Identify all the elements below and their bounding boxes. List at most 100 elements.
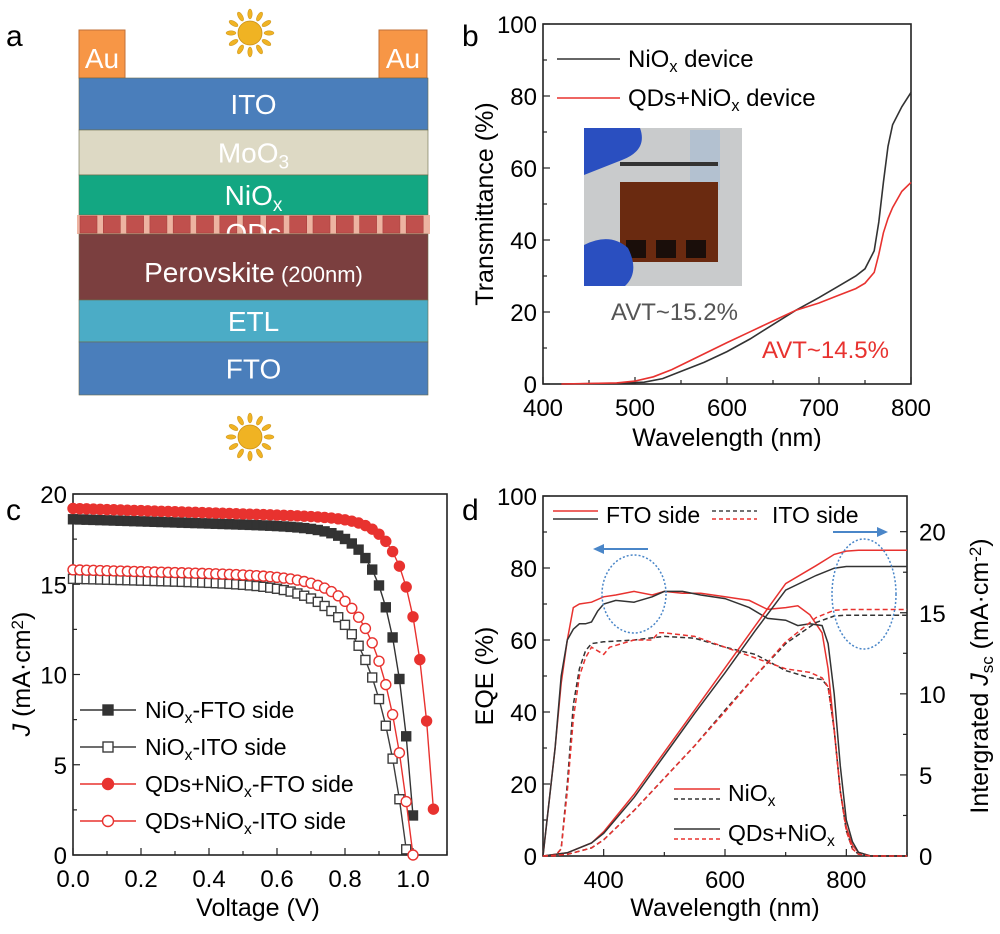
photo-glove-top (584, 128, 642, 175)
x-tick-label: 0.8 (328, 866, 361, 893)
quantum-dot (405, 215, 424, 234)
sun-ray (247, 412, 253, 424)
y2-axis-label-part: ) (966, 538, 994, 546)
legend-label-fto-side: FTO side (606, 502, 700, 528)
y2-tick-label: 15 (919, 601, 946, 628)
layer-moo-label-part: MoO (218, 138, 279, 169)
legend-label-qds-nio-part: x (827, 833, 835, 850)
data-point (427, 803, 440, 815)
series-qds-niox-ito-side-eqe (543, 632, 907, 857)
legend-label-nio-part: x (768, 793, 776, 810)
data-point (380, 535, 392, 548)
quantum-dot (335, 215, 354, 234)
series-qds-niox-fto-side-jsc (542, 565, 907, 857)
highlight-ellipse-left (601, 554, 667, 634)
legend-label-part: x (244, 821, 252, 838)
legend-label-part: x (185, 747, 193, 764)
legend-label: QDs+NiOx device (628, 85, 816, 115)
y2-axis-label-part: Intergrated (966, 686, 994, 814)
left-arrowhead-icon (593, 544, 604, 554)
layer-moo-label: MoO3 (218, 138, 289, 174)
legend-marker (102, 704, 114, 716)
series-qds-niox-ito-side-jsc (542, 608, 907, 857)
y2-axis-label: Intergrated Jsc (mA·cm-2) (966, 538, 997, 813)
data-point (386, 708, 399, 721)
photo-electrode-pad (626, 240, 646, 258)
quantum-dot (126, 215, 144, 234)
panel-label-d: d (462, 494, 479, 527)
x-axis-label: Voltage (V) (196, 894, 320, 922)
inset-device-photo (584, 128, 742, 286)
x-tick-label: 0.4 (192, 866, 225, 893)
sun-ray (237, 44, 244, 55)
layer-ito (78, 77, 429, 131)
y2-axis-label-part: (mA·cm (966, 562, 994, 656)
data-point (387, 632, 398, 643)
quantum-dot (149, 215, 168, 234)
legend-label-part: NiO (628, 46, 669, 73)
legend-label: QDs+NiOx-FTO side (145, 771, 354, 801)
eqe-chart: 400 600 800 0 20 40 60 80 100 0 5 10 15 20 FTO side ITO… (471, 484, 997, 922)
data-point (359, 622, 372, 635)
sun-ray (247, 8, 253, 20)
legend-label-part: QDs+NiO (145, 808, 244, 834)
quantum-dot (196, 215, 214, 234)
layer-etl-label: ETL (228, 306, 279, 337)
sun-ray (237, 448, 244, 459)
legend-label-part: x (185, 710, 193, 727)
layer-nio-label-part: x (273, 195, 283, 216)
x-tick-label: 800 (826, 867, 866, 894)
y-axis-label: Transmittance (%) (471, 102, 499, 305)
legend-label-part: device (678, 46, 754, 73)
layer-fto-label-part: FTO (226, 354, 281, 385)
avt-annotation-qds: AVT~14.5% (762, 337, 889, 364)
data-point (373, 580, 385, 591)
sun-disc (237, 424, 263, 450)
y-axis-label-part: ) (8, 612, 36, 620)
quantum-dot (172, 215, 191, 234)
x-tick-label: 0.0 (56, 866, 89, 893)
au-electrode-1 (78, 29, 126, 79)
data-point (380, 602, 391, 613)
sun-ray (261, 20, 272, 27)
x-tick-label: 600 (705, 867, 745, 894)
data-point (373, 655, 385, 667)
sun-icon-bottom (225, 412, 275, 462)
series-qds-niox-ito-side (67, 564, 419, 861)
layer-etl-label-part: ETL (228, 306, 279, 337)
layer-fto (78, 341, 429, 396)
data-point (400, 795, 412, 808)
data-point (346, 538, 357, 549)
data-point (339, 619, 351, 631)
sun-disc (237, 20, 263, 46)
quantum-dot (79, 215, 98, 234)
legend-label-part: -FTO side (252, 771, 354, 797)
sun-ray (247, 46, 253, 58)
data-point (352, 611, 365, 623)
y2-axis-label-part: J (966, 673, 994, 687)
layer-perovskite (78, 233, 429, 301)
y-tick-label: 0 (524, 844, 537, 871)
sun-ray (263, 434, 275, 440)
legend-label-part: NiO (145, 734, 185, 760)
y2-tick-label: 20 (919, 520, 946, 547)
photo-glass-edge (620, 162, 718, 166)
y-tick-label: 40 (510, 700, 537, 727)
panel-label-c: c (6, 494, 21, 527)
layer-nio (78, 174, 429, 216)
data-point (333, 612, 344, 623)
legend-label-part: -ITO side (252, 808, 346, 834)
data-point (393, 747, 406, 759)
y-axis-label-part: J (8, 723, 36, 737)
layer-perovskite-label-part: (200nm) (275, 262, 363, 287)
y-tick-label: 80 (510, 556, 537, 583)
data-point (420, 715, 433, 727)
x-tick-label: 500 (615, 395, 655, 422)
layer-nio-label-part: NiO (225, 180, 273, 211)
y-axis-label-part: 2 (8, 620, 27, 629)
legend-marker (101, 777, 115, 791)
y-tick-label: 20 (40, 482, 67, 509)
sun-ray (256, 11, 263, 22)
